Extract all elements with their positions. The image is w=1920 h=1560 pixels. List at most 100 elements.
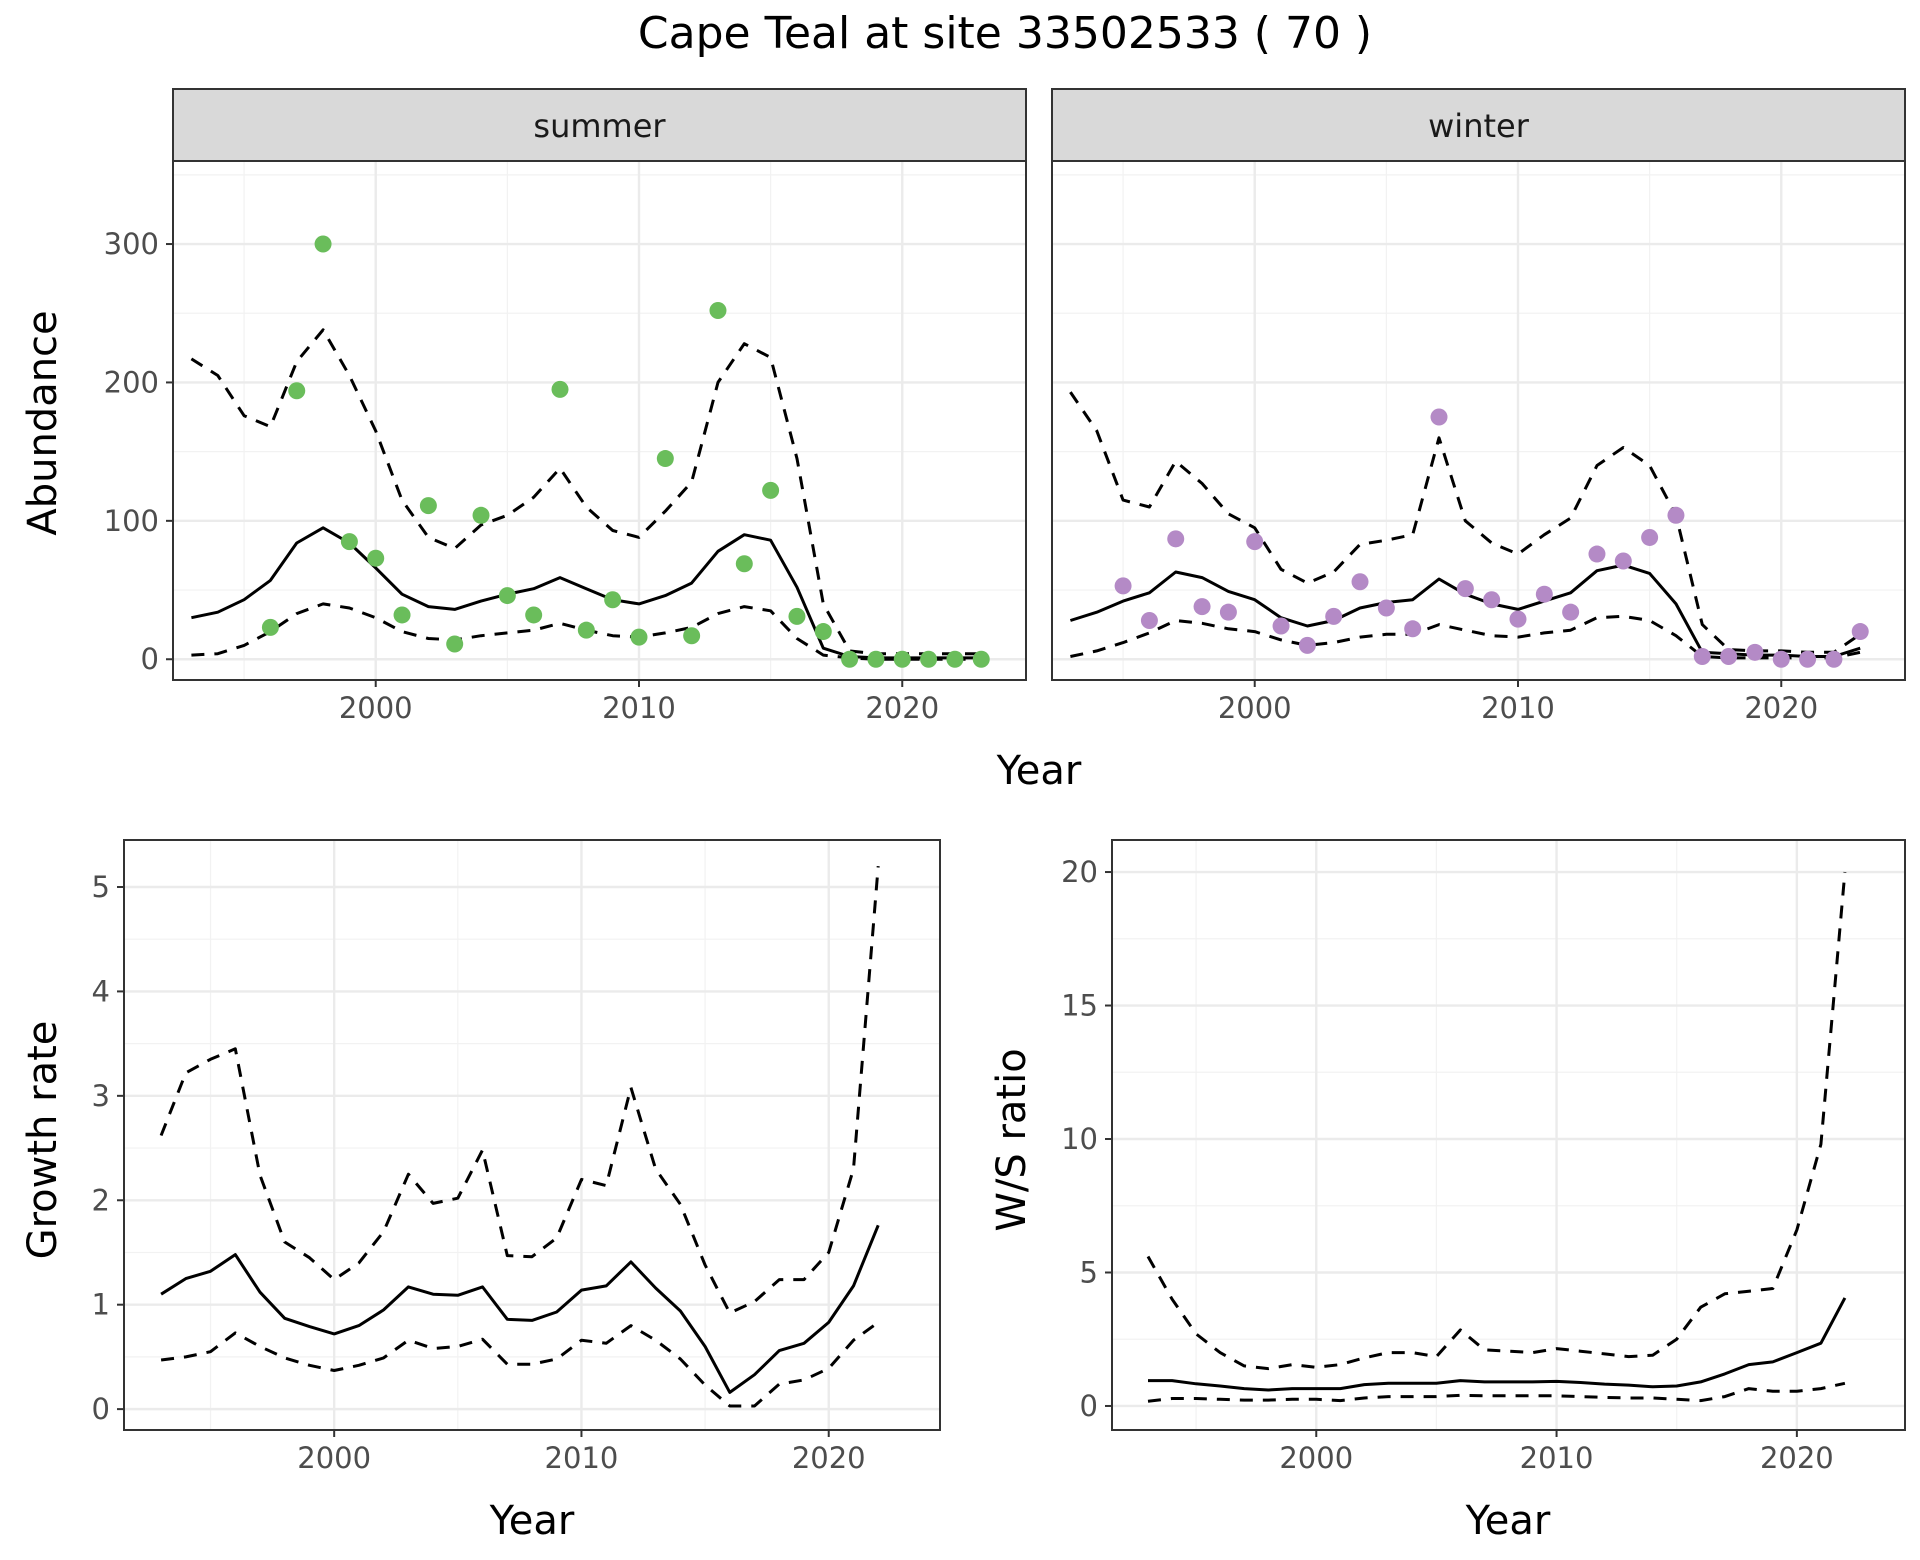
summer-data-point (814, 623, 832, 641)
ratio-y-axis-title: W/S ratio (989, 1048, 1035, 1231)
growth-x-tick-label: 2020 (792, 1441, 866, 1475)
growth-y-axis-title: Growth rate (20, 1021, 66, 1260)
growth-x-axis-title: Year (489, 1498, 575, 1544)
growth-y-tick-label: 0 (92, 1392, 110, 1426)
growth-panel-border (123, 839, 941, 1431)
winter-data-point (1535, 585, 1553, 603)
ratio-y-tick-label: 20 (1061, 855, 1098, 889)
winter-data-point (1456, 580, 1474, 598)
growth-y-tick-label: 3 (92, 1079, 110, 1113)
winter-data-point (1772, 650, 1790, 668)
winter-data-point (1588, 545, 1606, 563)
ratio-x-tick-label: 2000 (1279, 1441, 1353, 1475)
summer-data-point (630, 628, 648, 646)
panel-ws-ratio: 2000 2010 2020 0 5 10 15 20 (1061, 839, 1906, 1475)
summer-data-point (656, 450, 674, 468)
summer-data-point (867, 650, 885, 668)
growth-y-tick-label: 2 (92, 1183, 110, 1217)
summer-data-point (762, 481, 780, 499)
winter-data-point (1483, 591, 1501, 609)
winter-data-point (1377, 599, 1395, 617)
winter-data-point (1746, 643, 1764, 661)
winter-data-point (1404, 620, 1422, 638)
summer-data-point (841, 650, 859, 668)
ratio-x-tick-label: 2020 (1760, 1441, 1834, 1475)
strip-winter (1051, 88, 1906, 162)
summer-data-point (920, 650, 938, 668)
winter-data-point (1641, 528, 1659, 546)
ratio-x-tick-label: 2010 (1520, 1441, 1594, 1475)
strip-summer (172, 88, 1027, 162)
summer-data-point (314, 235, 332, 253)
ratio-panel-border (1111, 839, 1906, 1431)
abundance-x-axis-title: Year (996, 748, 1082, 794)
summer-y-tick-label: 0 (141, 642, 159, 676)
winter-x-tick-label: 2010 (1481, 691, 1555, 725)
summer-data-point (683, 627, 701, 645)
winter-data-point (1351, 573, 1369, 591)
growth-y-tick-label: 5 (92, 870, 110, 904)
winter-x-tick-label: 2000 (1218, 691, 1292, 725)
winter-data-point (1562, 603, 1580, 621)
abundance-y-axis-title: Abundance (20, 310, 66, 535)
summer-panel-border (172, 160, 1027, 681)
summer-data-point (340, 533, 358, 551)
summer-data-point (472, 506, 490, 524)
summer-data-point (735, 555, 753, 573)
panel-summer: summer 2000 2010 2020 0 100 200 300 (104, 88, 1027, 725)
winter-x-tick-label: 2020 (1744, 691, 1818, 725)
summer-data-point (893, 650, 911, 668)
summer-data-point (446, 635, 464, 653)
winter-data-point (1114, 577, 1132, 595)
summer-plot-background (173, 161, 1026, 680)
summer-data-point (525, 606, 543, 624)
winter-data-point (1693, 647, 1711, 665)
ratio-lower-ci-line (1147, 1381, 1846, 1403)
summer-upper-ci-line (190, 328, 982, 656)
summer-data-point (604, 591, 622, 609)
summer-data-point (577, 621, 595, 639)
winter-data-point (1325, 607, 1343, 625)
winter-data-point (1799, 650, 1817, 668)
panel-winter: winter 2000 2010 2020 (1051, 88, 1906, 725)
summer-data-point (419, 497, 437, 515)
summer-data-point (709, 301, 727, 319)
winter-data-point (1167, 530, 1185, 548)
ratio-mean-line (1148, 1297, 1847, 1392)
summer-x-tick-label: 2000 (339, 691, 413, 725)
growth-x-tick-label: 2010 (545, 1441, 619, 1475)
ratio-x-axis-title: Year (1465, 1498, 1551, 1544)
summer-x-tick-label: 2020 (865, 691, 939, 725)
winter-upper-ci-line (1069, 391, 1862, 654)
summer-x-tick-label: 2010 (602, 691, 676, 725)
winter-data-point (1667, 506, 1685, 524)
ratio-y-tick-label: 10 (1061, 1122, 1098, 1156)
ratio-y-tick-label: 5 (1080, 1255, 1098, 1289)
growth-plot-background (124, 840, 940, 1430)
growth-upper-ci-line (159, 865, 880, 1315)
winter-data-point (1193, 598, 1211, 616)
chart-title: Cape Teal at site 33502533 ( 70 ) (638, 8, 1372, 59)
strip-label-winter: winter (1428, 107, 1530, 145)
panel-growth-rate: 2000 2010 2020 0 1 2 3 4 5 (92, 839, 941, 1475)
summer-data-point (367, 549, 385, 567)
winter-data-point (1298, 636, 1316, 654)
summer-data-point (498, 587, 516, 605)
winter-data-point (1140, 611, 1158, 629)
winter-data-point (1720, 647, 1738, 665)
winter-data-point (1614, 552, 1632, 570)
winter-data-point (1219, 603, 1237, 621)
winter-lower-ci-line (1070, 614, 1861, 660)
winter-data-point (1246, 533, 1264, 551)
summer-y-tick-label: 200 (104, 365, 159, 399)
summer-y-tick-label: 100 (104, 504, 159, 538)
ratio-y-tick-label: 0 (1080, 1389, 1098, 1423)
summer-data-point (972, 650, 990, 668)
winter-panel-border (1051, 160, 1906, 681)
summer-data-point (946, 650, 964, 668)
growth-y-tick-label: 1 (92, 1288, 110, 1322)
summer-data-point (788, 607, 806, 625)
summer-data-point (261, 618, 279, 636)
winter-data-point (1272, 617, 1290, 635)
